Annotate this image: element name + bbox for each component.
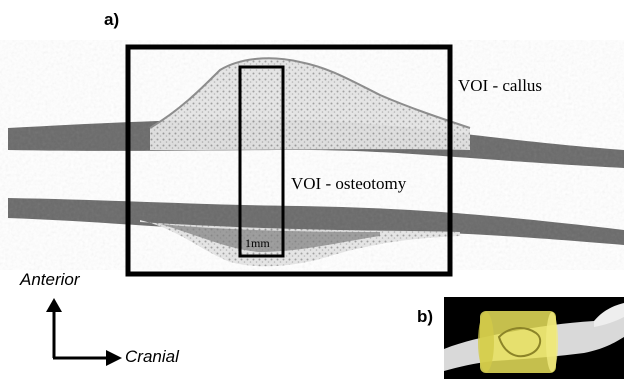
voi-osteotomy-label: VOI - osteotomy bbox=[291, 174, 407, 193]
microct-section-image bbox=[0, 40, 624, 277]
panel-a-label: a) bbox=[104, 10, 120, 29]
cranial-label: Cranial bbox=[125, 347, 179, 366]
arrow-up-icon bbox=[46, 298, 62, 358]
voi-callus-box bbox=[125, 44, 453, 277]
anterior-label: Anterior bbox=[20, 270, 80, 289]
voi-osteotomy-box bbox=[238, 65, 285, 258]
arrow-right-icon bbox=[53, 350, 122, 366]
scale-bar-label: 1mm bbox=[245, 236, 270, 250]
orientation-axes bbox=[46, 298, 122, 366]
inset-3d-render bbox=[444, 297, 624, 379]
inset-voi-overlay bbox=[480, 311, 556, 373]
voi-callus-label: VOI - callus bbox=[458, 76, 543, 95]
panel-b-label: b) bbox=[417, 307, 434, 326]
